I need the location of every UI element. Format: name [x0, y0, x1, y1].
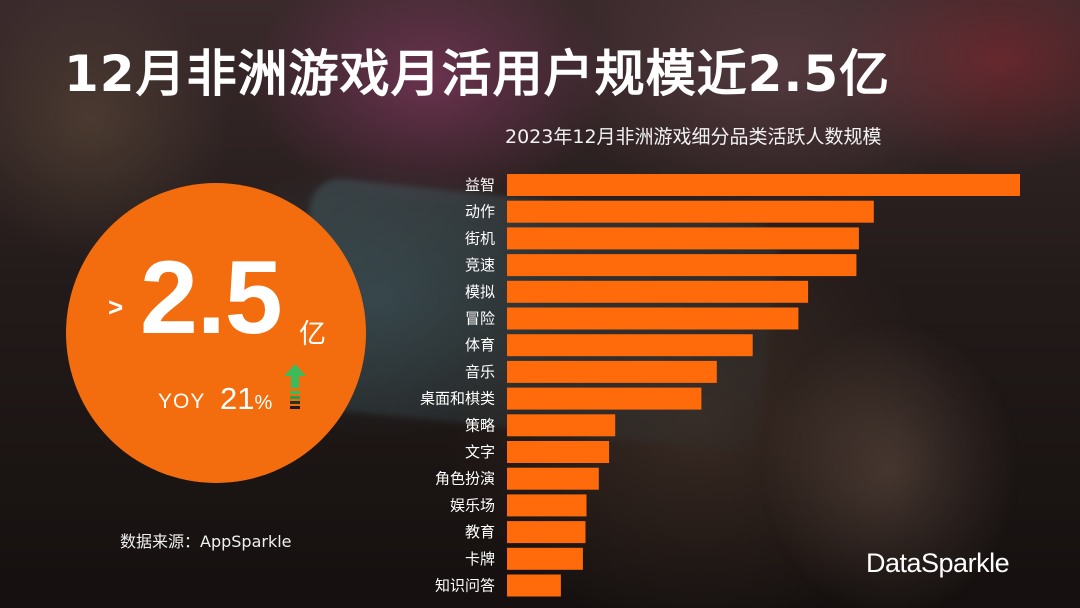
bar-5 [507, 280, 809, 303]
category-label: 文字 [465, 443, 495, 461]
category-label: 动作 [465, 203, 495, 221]
bar-11 [507, 441, 610, 463]
highlight-value: 2.5 [140, 240, 283, 356]
bar-7 [507, 334, 753, 357]
bar-2 [507, 200, 874, 223]
growth-arrow-icon [284, 364, 306, 409]
yoy-label: YOY [158, 390, 206, 413]
bar-16 [507, 574, 561, 597]
category-label: 竞速 [465, 256, 495, 274]
chart-title: 2023年12月非洲游戏细分品类活跃人数规模 [505, 126, 882, 148]
bar-1 [507, 174, 1020, 196]
highlight-prefix: > [108, 292, 124, 322]
category-label: 音乐 [465, 363, 495, 381]
category-label: 角色扮演 [435, 470, 495, 488]
data-source: 数据来源：AppSparkle [120, 532, 292, 551]
background-hand [760, 320, 1020, 608]
bar-6 [507, 307, 799, 330]
category-label: 教育 [465, 523, 495, 541]
page-title: 12月非洲游戏月活用户规模近2.5亿 [64, 45, 891, 103]
category-label: 娱乐场 [450, 496, 495, 514]
category-label: 街机 [465, 229, 495, 247]
bar-12 [507, 467, 599, 490]
yoy-unit: % [254, 392, 273, 414]
yoy-value: 21% [220, 381, 272, 417]
bar-14 [507, 521, 586, 544]
category-label: 体育 [465, 336, 495, 354]
category-label: 策略 [465, 416, 495, 434]
highlight-unit: 亿 [299, 319, 326, 350]
highlight-circle [66, 183, 366, 483]
bar-10 [507, 414, 616, 437]
bar-4 [507, 254, 857, 277]
category-label: 模拟 [465, 283, 495, 301]
bar-13 [507, 494, 587, 517]
category-label: 冒险 [465, 310, 495, 328]
yoy-number: 21 [220, 381, 255, 416]
bar-3 [507, 227, 859, 250]
bar-15 [507, 547, 583, 570]
datasparkle-logo: DataSparkle [866, 548, 1010, 578]
category-label: 桌面和棋类 [420, 390, 495, 408]
category-label: 知识问答 [435, 577, 495, 595]
category-label: 卡牌 [465, 550, 495, 568]
bar-8 [507, 360, 717, 383]
category-label: 益智 [465, 176, 495, 194]
bar-9 [507, 387, 702, 410]
